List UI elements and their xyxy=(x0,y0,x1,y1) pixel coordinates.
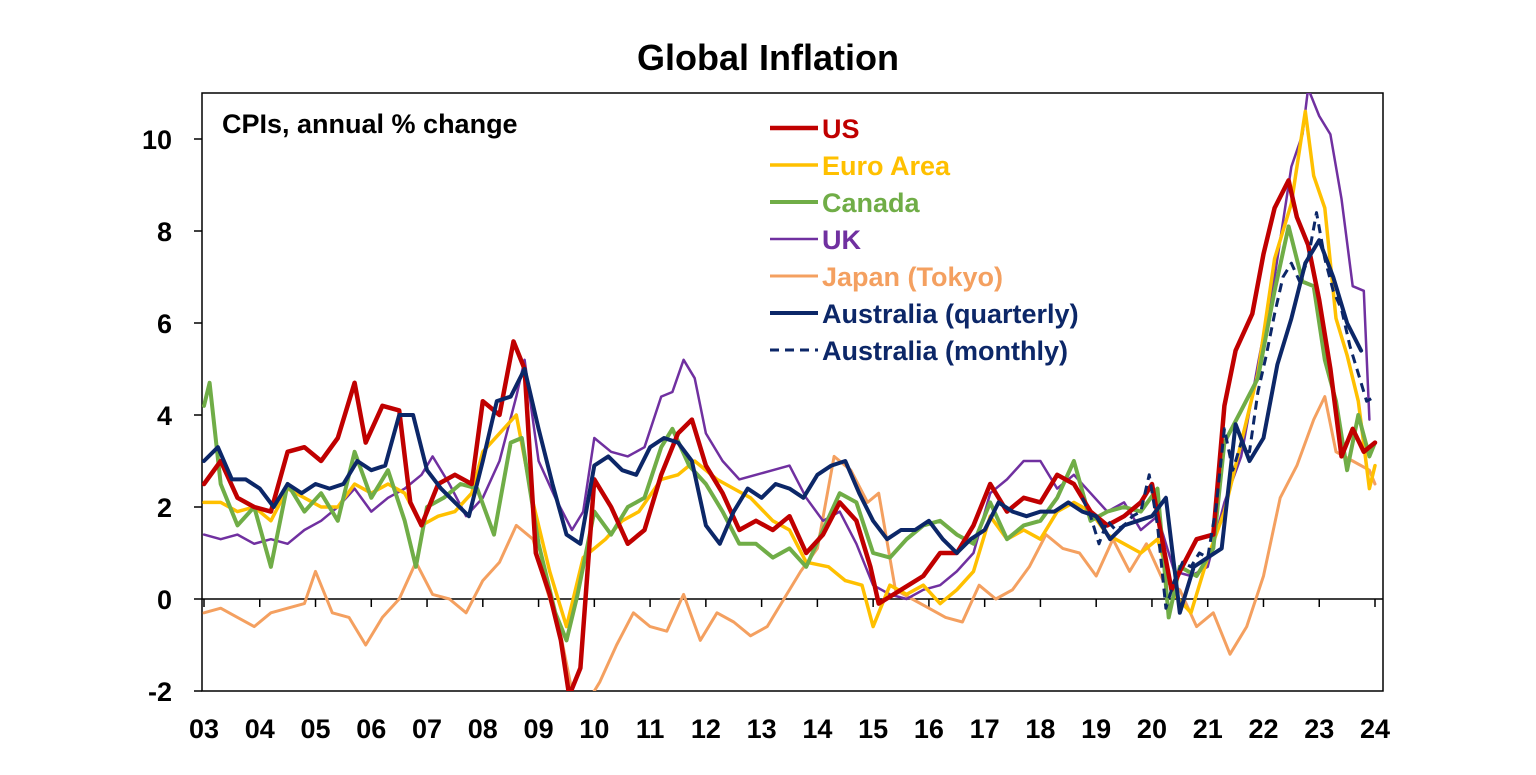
chart-title: Global Inflation xyxy=(637,37,899,78)
x-tick-label: 08 xyxy=(468,714,498,744)
legend: US Euro Area Canada UK Japan (Tokyo) Australi… xyxy=(770,114,1079,366)
y-tick-label: 6 xyxy=(157,309,172,339)
x-tick-label: 12 xyxy=(691,714,721,744)
x-tick-label: 10 xyxy=(579,714,609,744)
legend-label: Australia (monthly) xyxy=(822,336,1068,366)
x-tick-label: 04 xyxy=(245,714,275,744)
legend-label: UK xyxy=(822,225,861,255)
x-tick-label: 16 xyxy=(914,714,944,744)
x-axis: 03 04 05 06 07 08 09 10 11 12 13 14 15 16 17 18 19 20 21 22… xyxy=(189,599,1390,744)
y-tick-label: 0 xyxy=(157,585,172,615)
x-tick-label: 13 xyxy=(747,714,777,744)
x-tick-label: 05 xyxy=(301,714,331,744)
x-tick-label: 21 xyxy=(1193,714,1223,744)
x-tick-label: 09 xyxy=(524,714,554,744)
y-axis: -2 0 2 4 6 8 10 xyxy=(142,125,202,707)
x-tick-label: 24 xyxy=(1360,714,1390,744)
legend-label: Japan (Tokyo) xyxy=(822,262,1003,292)
series-line-japan-tokyo xyxy=(202,395,1377,691)
x-tick-label: 03 xyxy=(189,714,219,744)
series-line-australia-quarterly xyxy=(202,238,1364,615)
x-tick-label: 22 xyxy=(1248,714,1278,744)
x-tick-label: 11 xyxy=(636,714,665,744)
series-line-us xyxy=(202,178,1378,691)
series-line-australia-monthly xyxy=(1080,211,1376,610)
x-tick-label: 14 xyxy=(802,714,832,744)
series-lines xyxy=(202,93,1378,691)
x-tick-label: 20 xyxy=(1137,714,1167,744)
chart-subtitle: CPIs, annual % change xyxy=(222,109,518,139)
x-tick-label: 15 xyxy=(858,714,888,744)
y-tick-label: 4 xyxy=(157,401,172,431)
legend-label: US xyxy=(822,114,860,144)
plot-area xyxy=(201,92,1384,692)
legend-label: Canada xyxy=(822,188,921,218)
legend-label: Australia (quarterly) xyxy=(822,299,1079,329)
x-tick-label: 06 xyxy=(356,714,386,744)
y-tick-label: -2 xyxy=(148,677,172,707)
x-tick-label: 17 xyxy=(970,714,1000,744)
y-tick-label: 8 xyxy=(157,217,172,247)
x-tick-label: 18 xyxy=(1025,714,1055,744)
y-tick-label: 2 xyxy=(157,493,172,523)
y-tick-label: 10 xyxy=(142,125,172,155)
legend-label: Euro Area xyxy=(822,151,951,181)
x-tick-label: 23 xyxy=(1304,714,1334,744)
x-tick-label: 19 xyxy=(1081,714,1111,744)
x-tick-label: 07 xyxy=(412,714,442,744)
